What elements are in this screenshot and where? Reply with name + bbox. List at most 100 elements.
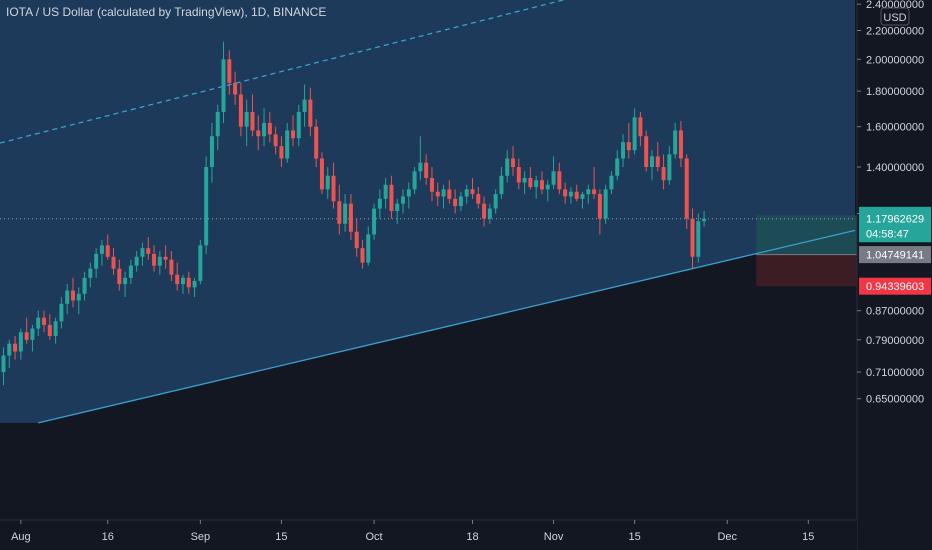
candle-body [215,111,220,137]
candle-body [406,189,411,197]
price-axis-background [857,0,932,550]
currency-label[interactable]: USD [883,12,906,24]
price-tick-label: 1.80000000 [866,86,924,98]
price-axis[interactable]: 2.40000000 2.20000000 2.00000000 1.80000000… [856,0,932,550]
chart-title: IOTA / US Dollar (calculated by TradingV… [6,5,327,19]
candle-body [424,162,429,178]
channel-fill-area [0,0,855,423]
last-price-tag [859,210,931,243]
candle-body [175,274,180,285]
candle-body [493,194,498,209]
candle-body [603,189,608,219]
candle-body [105,245,110,257]
candle-body [476,194,481,204]
candle-body [678,130,683,159]
entry-price-tag [859,246,931,264]
candle-body [597,194,602,219]
last-price-value: 1.17962629 [866,214,924,226]
candle-body [505,158,510,176]
time-tick-label: Oct [365,531,382,543]
candle-body [88,268,93,278]
candle-body [209,136,214,168]
time-tick-label: 18 [466,531,478,543]
candle-body [94,253,99,269]
price-tick-label: 0.87000000 [866,306,924,318]
candle-body [279,146,284,159]
candle-body [401,196,406,204]
candle-body [319,158,324,190]
trendlines[interactable] [0,0,856,424]
channel-fill [0,0,855,423]
candle-body [528,177,533,188]
candle-body [273,134,278,147]
bar-countdown: 04:58:47 [866,229,909,241]
candle-body [574,191,579,199]
candle-body [632,117,637,151]
support-trendline[interactable] [38,229,856,424]
price-tick-label: 2.20000000 [866,26,924,38]
price-tick-label: 2.00000000 [866,54,924,66]
time-axis-background [0,520,857,550]
price-tick-label: 1.60000000 [866,122,924,134]
candle-body [221,59,226,112]
candle-body [418,162,423,172]
candle-body [383,184,388,199]
candle-body [655,156,660,168]
candle-body [638,117,643,137]
time-tick-label: Sep [191,531,211,543]
candle-body [169,259,174,275]
candle-body [146,248,151,254]
candles [1,41,707,386]
candle-body [285,130,290,159]
candle-body [412,171,417,190]
candle-body [76,293,81,301]
candle-body [157,256,162,266]
candle-body [626,142,631,151]
take-profit-zone[interactable] [756,215,861,255]
candle-body [644,136,649,168]
candle-body [649,156,654,168]
time-tick-label: 15 [628,531,640,543]
time-tick-label: 16 [102,531,114,543]
upper-channel-line[interactable] [0,0,571,144]
candle-body [99,245,104,254]
candle-body [366,234,371,263]
candle-body [487,208,492,219]
candle-body [18,332,23,352]
candle-body [204,167,209,246]
candle-body [111,256,116,269]
candle-body [186,277,191,288]
candle-body [53,321,58,337]
candle-body [702,218,707,222]
candle-body [134,256,139,266]
candle-body [82,277,87,294]
stop-loss-zone[interactable] [756,254,861,287]
candle-body [262,122,267,137]
candle-body [308,99,313,127]
candle-body [1,355,6,373]
candle-body [331,175,336,202]
candle-body [377,198,382,209]
currency-box[interactable] [880,7,910,26]
candle-body [198,245,203,281]
candle-body [592,189,597,195]
candle-body [389,184,394,212]
candle-body [47,324,52,337]
candle-body [621,142,626,159]
candle-body [140,248,145,257]
time-tick-label: Aug [11,531,31,543]
price-tick-label: 0.79000000 [866,335,924,347]
candle-body [429,177,434,192]
candle-body [609,175,614,190]
price-tick-label: 2.40000000 [866,0,924,11]
candle-body [36,317,41,329]
candle-body [557,171,562,190]
candle-body [291,130,295,139]
candle-body [441,189,446,197]
time-axis[interactable]: Aug 16 Sep 15 Oct 18 Nov 15 Dec 15 [0,519,857,550]
candle-body [123,277,128,285]
long-position-zones[interactable] [756,215,861,287]
candle-body [568,191,573,197]
candle-body [580,194,585,199]
